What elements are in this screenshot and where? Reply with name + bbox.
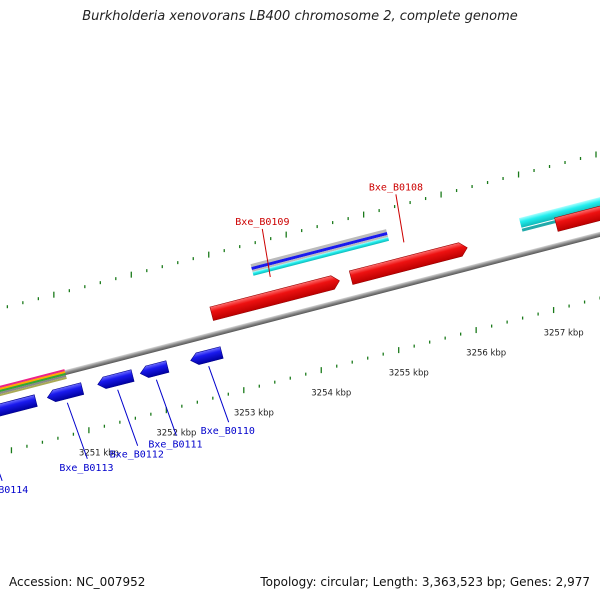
gene-leader-line — [0, 473, 3, 481]
gene-label: Bxe_B0109 — [235, 217, 289, 228]
track-stripe — [0, 371, 66, 396]
gene-arrow — [348, 242, 468, 285]
gene-shape — [97, 369, 135, 389]
gene-arrow — [209, 275, 340, 321]
gene-shape — [209, 275, 340, 321]
gene-label: Bxe_B0108 — [369, 182, 423, 193]
gene-label: Bxe_B0113 — [59, 463, 113, 474]
scale-label: 3257 kbp — [544, 328, 584, 338]
scale-labels: 3251 kbp 3252 kbp 3253 kbp 3254 kbp 3255 kbp… — [79, 328, 584, 458]
gene-shape — [46, 382, 85, 402]
gene-shape — [0, 394, 38, 435]
gene-label: Bxe_B0114 — [0, 485, 28, 496]
accession-text: Accession: NC_007952 — [9, 575, 146, 589]
gene-leader-line — [117, 389, 139, 446]
map-title: Burkholderia xenovorans LB400 chromosome… — [82, 9, 518, 24]
gene-label: Bxe_B0112 — [110, 450, 164, 461]
gene-arrow — [46, 382, 85, 402]
gene-arrow — [97, 369, 135, 389]
gene-labels: Bxe_B0107Bxe_B0108Bxe_B0109Bxe_B0110Bxe_… — [0, 182, 423, 496]
track-stripe — [251, 232, 388, 270]
gene-leader-line — [261, 228, 271, 278]
gene-arrow — [0, 394, 38, 435]
scale-label: 3256 kbp — [466, 348, 506, 358]
scale-label: 3253 kbp — [234, 408, 274, 418]
scale-label: 3252 kbp — [156, 429, 196, 439]
gene-shape — [348, 242, 468, 285]
track-stripe — [0, 374, 67, 399]
scale-label: 3255 kbp — [389, 368, 429, 378]
genome-summary: Topology: circular; Length: 3,363,523 bp… — [260, 575, 590, 589]
gene-arrow — [554, 175, 600, 232]
gene-shape — [554, 175, 600, 232]
gene-shape — [190, 346, 224, 365]
genome-backbone — [0, 203, 600, 409]
scale-label: 3254 kbp — [311, 388, 351, 398]
track-stripe — [250, 229, 387, 268]
cyan-feature — [518, 193, 600, 228]
track-stripe — [252, 236, 390, 276]
gene-arrow — [190, 346, 224, 365]
gene-leader-line — [208, 366, 230, 423]
gene-features — [0, 175, 600, 435]
gene-label: Bxe_B0111 — [148, 440, 202, 451]
track-stripe — [0, 376, 67, 401]
gene-leader-line — [66, 402, 88, 459]
track-stripe — [252, 234, 389, 272]
scale-label: 3251 kbp — [79, 449, 119, 459]
scale-ticks — [6, 151, 600, 454]
gene-leader-line — [155, 379, 177, 436]
gene-arrow — [139, 360, 170, 378]
track-stripe — [0, 373, 66, 398]
track-stripe — [0, 369, 65, 394]
gene-label: Bxe_B0110 — [201, 426, 255, 437]
gene-leader-line — [395, 194, 405, 243]
feature-tracks — [0, 193, 600, 401]
gene-shape — [139, 360, 170, 378]
